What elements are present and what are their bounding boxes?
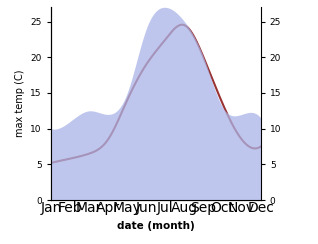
Y-axis label: max temp (C): max temp (C) (15, 70, 25, 137)
X-axis label: date (month): date (month) (117, 221, 195, 231)
